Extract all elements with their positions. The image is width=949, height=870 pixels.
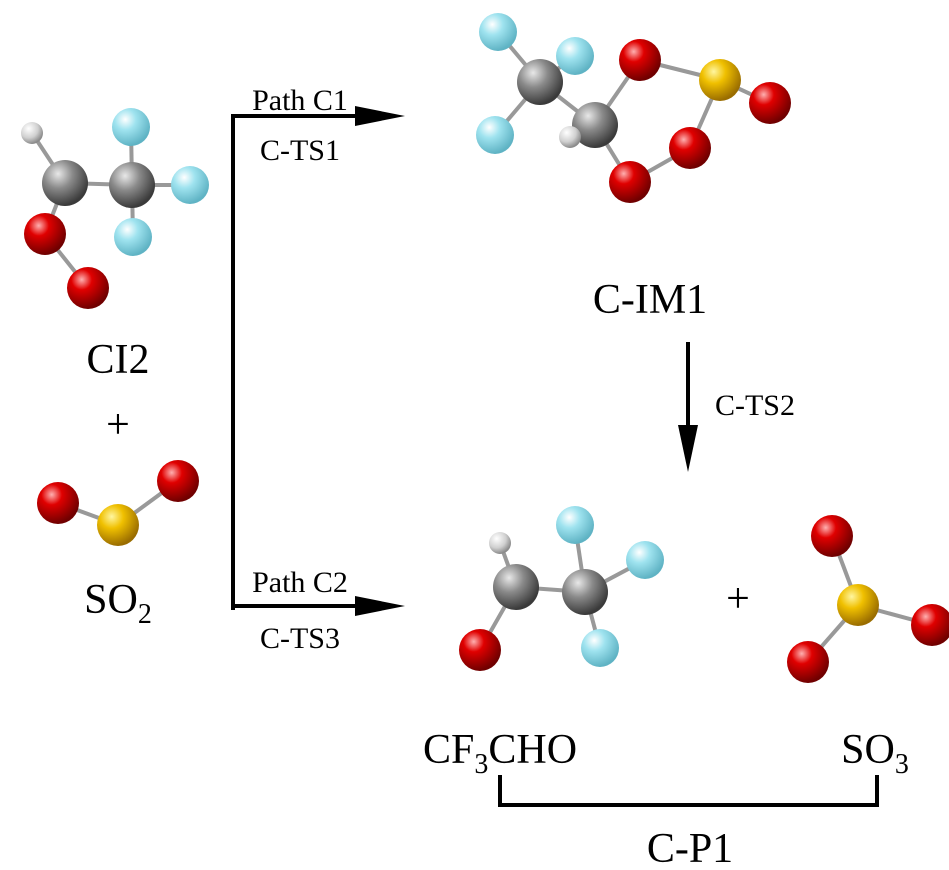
ts-label: C-TS2: [715, 389, 795, 422]
atom: [911, 604, 949, 646]
atom: [157, 460, 199, 502]
atom: [97, 504, 139, 546]
atom: [21, 122, 43, 144]
molecules: [21, 13, 949, 683]
atom: [787, 641, 829, 683]
atom: [489, 532, 511, 554]
species-label: CI2: [87, 337, 150, 383]
species-label: SO2: [84, 577, 152, 630]
atom: [556, 37, 594, 75]
atom: [171, 166, 209, 204]
atom: [24, 213, 66, 255]
atom: [626, 541, 664, 579]
plus: +: [106, 402, 130, 448]
atom: [479, 13, 517, 51]
atom: [42, 160, 88, 206]
formula-part: SO: [841, 727, 895, 773]
species-label: CF3CHO: [423, 727, 577, 780]
atom: [669, 127, 711, 169]
formula-part: CHO: [488, 727, 577, 773]
atom: [837, 584, 879, 626]
ts-label: C-TS1: [260, 134, 340, 167]
group-label: C-P1: [647, 826, 733, 870]
atom: [114, 218, 152, 256]
atom: [556, 506, 594, 544]
path-label: Path C2: [252, 566, 348, 599]
atom: [476, 116, 514, 154]
formula-part: CF: [423, 727, 474, 773]
atom: [811, 515, 853, 557]
path-bracket: [233, 116, 360, 610]
reaction-scheme: Path C1 C-TS1 Path C2 C-TS3 CI2 + SO2 C-…: [0, 0, 949, 870]
atom: [517, 59, 563, 105]
subscript: 2: [138, 599, 152, 630]
atom: [749, 82, 791, 124]
product-bracket: [500, 775, 877, 805]
atom: [699, 59, 741, 101]
atom: [493, 564, 539, 610]
arrow-head: [355, 106, 405, 126]
species-label: SO3: [841, 727, 909, 780]
path-label: Path C1: [252, 84, 348, 117]
atom: [112, 108, 150, 146]
atom: [619, 39, 661, 81]
species-label: C-IM1: [593, 277, 707, 323]
atom: [609, 161, 651, 203]
arrow-head: [678, 425, 698, 472]
atom: [559, 126, 581, 148]
atom: [109, 162, 155, 208]
atom: [67, 267, 109, 309]
ts-label: C-TS3: [260, 622, 340, 655]
atom: [562, 569, 608, 615]
subscript: 3: [474, 749, 488, 780]
formula-part: SO: [84, 577, 138, 623]
atom: [459, 629, 501, 671]
atom: [37, 482, 79, 524]
subscript: 3: [895, 749, 909, 780]
arrow-head: [355, 596, 405, 616]
atom: [581, 629, 619, 667]
plus: +: [726, 576, 750, 622]
